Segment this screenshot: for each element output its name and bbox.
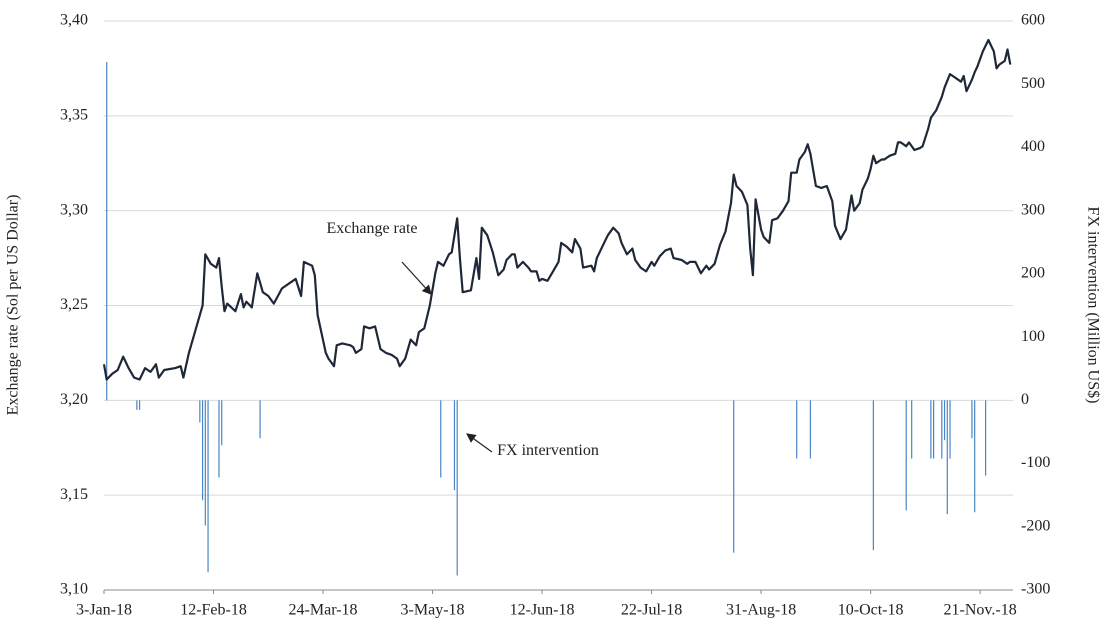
bar: [974, 400, 976, 513]
x-tick-label: 31-Aug-18: [726, 602, 796, 619]
bar: [199, 400, 201, 423]
bar: [207, 400, 209, 573]
bar: [259, 400, 261, 439]
y-tick-label: 3,20: [60, 391, 88, 408]
x-tick-label: 24-Mar-18: [289, 602, 358, 619]
bar: [872, 400, 874, 551]
bar: [946, 400, 948, 515]
bar: [943, 400, 946, 441]
x-tick-label: 12-Feb-18: [180, 602, 247, 619]
x-tick-label: 22-Jul-18: [621, 602, 682, 619]
bar: [949, 400, 951, 459]
bar: [204, 400, 206, 526]
y2-tick-label: -200: [1021, 517, 1050, 534]
y-tick-label: 3,15: [60, 486, 88, 503]
y2-tick-label: 300: [1021, 201, 1045, 218]
bar: [930, 400, 932, 459]
x-tick-label: 10-Oct-18: [838, 602, 904, 619]
bar: [985, 400, 987, 476]
y2-tick-label: 200: [1021, 265, 1045, 282]
bar: [453, 400, 456, 491]
bar: [106, 62, 108, 401]
annotation: FX intervention: [497, 442, 599, 459]
bar: [201, 400, 204, 501]
bar: [911, 400, 913, 459]
y2-tick-label: 0: [1021, 391, 1029, 408]
bar: [136, 400, 138, 410]
bar: [809, 400, 811, 459]
bar: [932, 400, 935, 459]
annotation-arrow: [466, 433, 493, 453]
y2-axis-title: FX intervention (Million US$): [1084, 207, 1101, 404]
annotation: Exchange rate: [326, 220, 418, 237]
line: [102, 38, 1012, 381]
bar: [796, 400, 798, 459]
bar: [221, 400, 223, 446]
bar: [733, 400, 735, 553]
bar: [456, 400, 458, 576]
bar: [138, 400, 141, 410]
y-tick-label: 3,35: [60, 107, 88, 124]
bar: [971, 400, 973, 439]
y2-tick-label: 400: [1021, 138, 1045, 155]
x-tick-label: 3-May-18: [401, 602, 465, 619]
y-tick-label: 3,30: [60, 201, 88, 218]
y-axis-title: Exchange rate (Sol per US Dollar): [5, 195, 22, 416]
y-tick-label: 3,25: [60, 296, 88, 313]
y2-tick-label: -300: [1021, 581, 1050, 598]
y2-tick-label: 500: [1021, 75, 1045, 92]
y2-tick-label: -100: [1021, 454, 1050, 471]
x-tick-label: 3-Jan-18: [76, 602, 132, 619]
y-tick-label: 3,40: [60, 12, 88, 29]
y2-tick-label: 100: [1021, 328, 1045, 345]
annotation-arrow: [401, 261, 432, 295]
bar: [440, 400, 442, 478]
bar: [905, 400, 907, 511]
x-tick-label: 12-Jun-18: [510, 602, 575, 619]
y-tick-label: 3,10: [60, 581, 88, 598]
bar: [218, 400, 220, 478]
bar: [941, 400, 943, 459]
x-tick-label: 21-Nov.-18: [944, 602, 1017, 619]
y2-tick-label: 600: [1021, 12, 1045, 29]
